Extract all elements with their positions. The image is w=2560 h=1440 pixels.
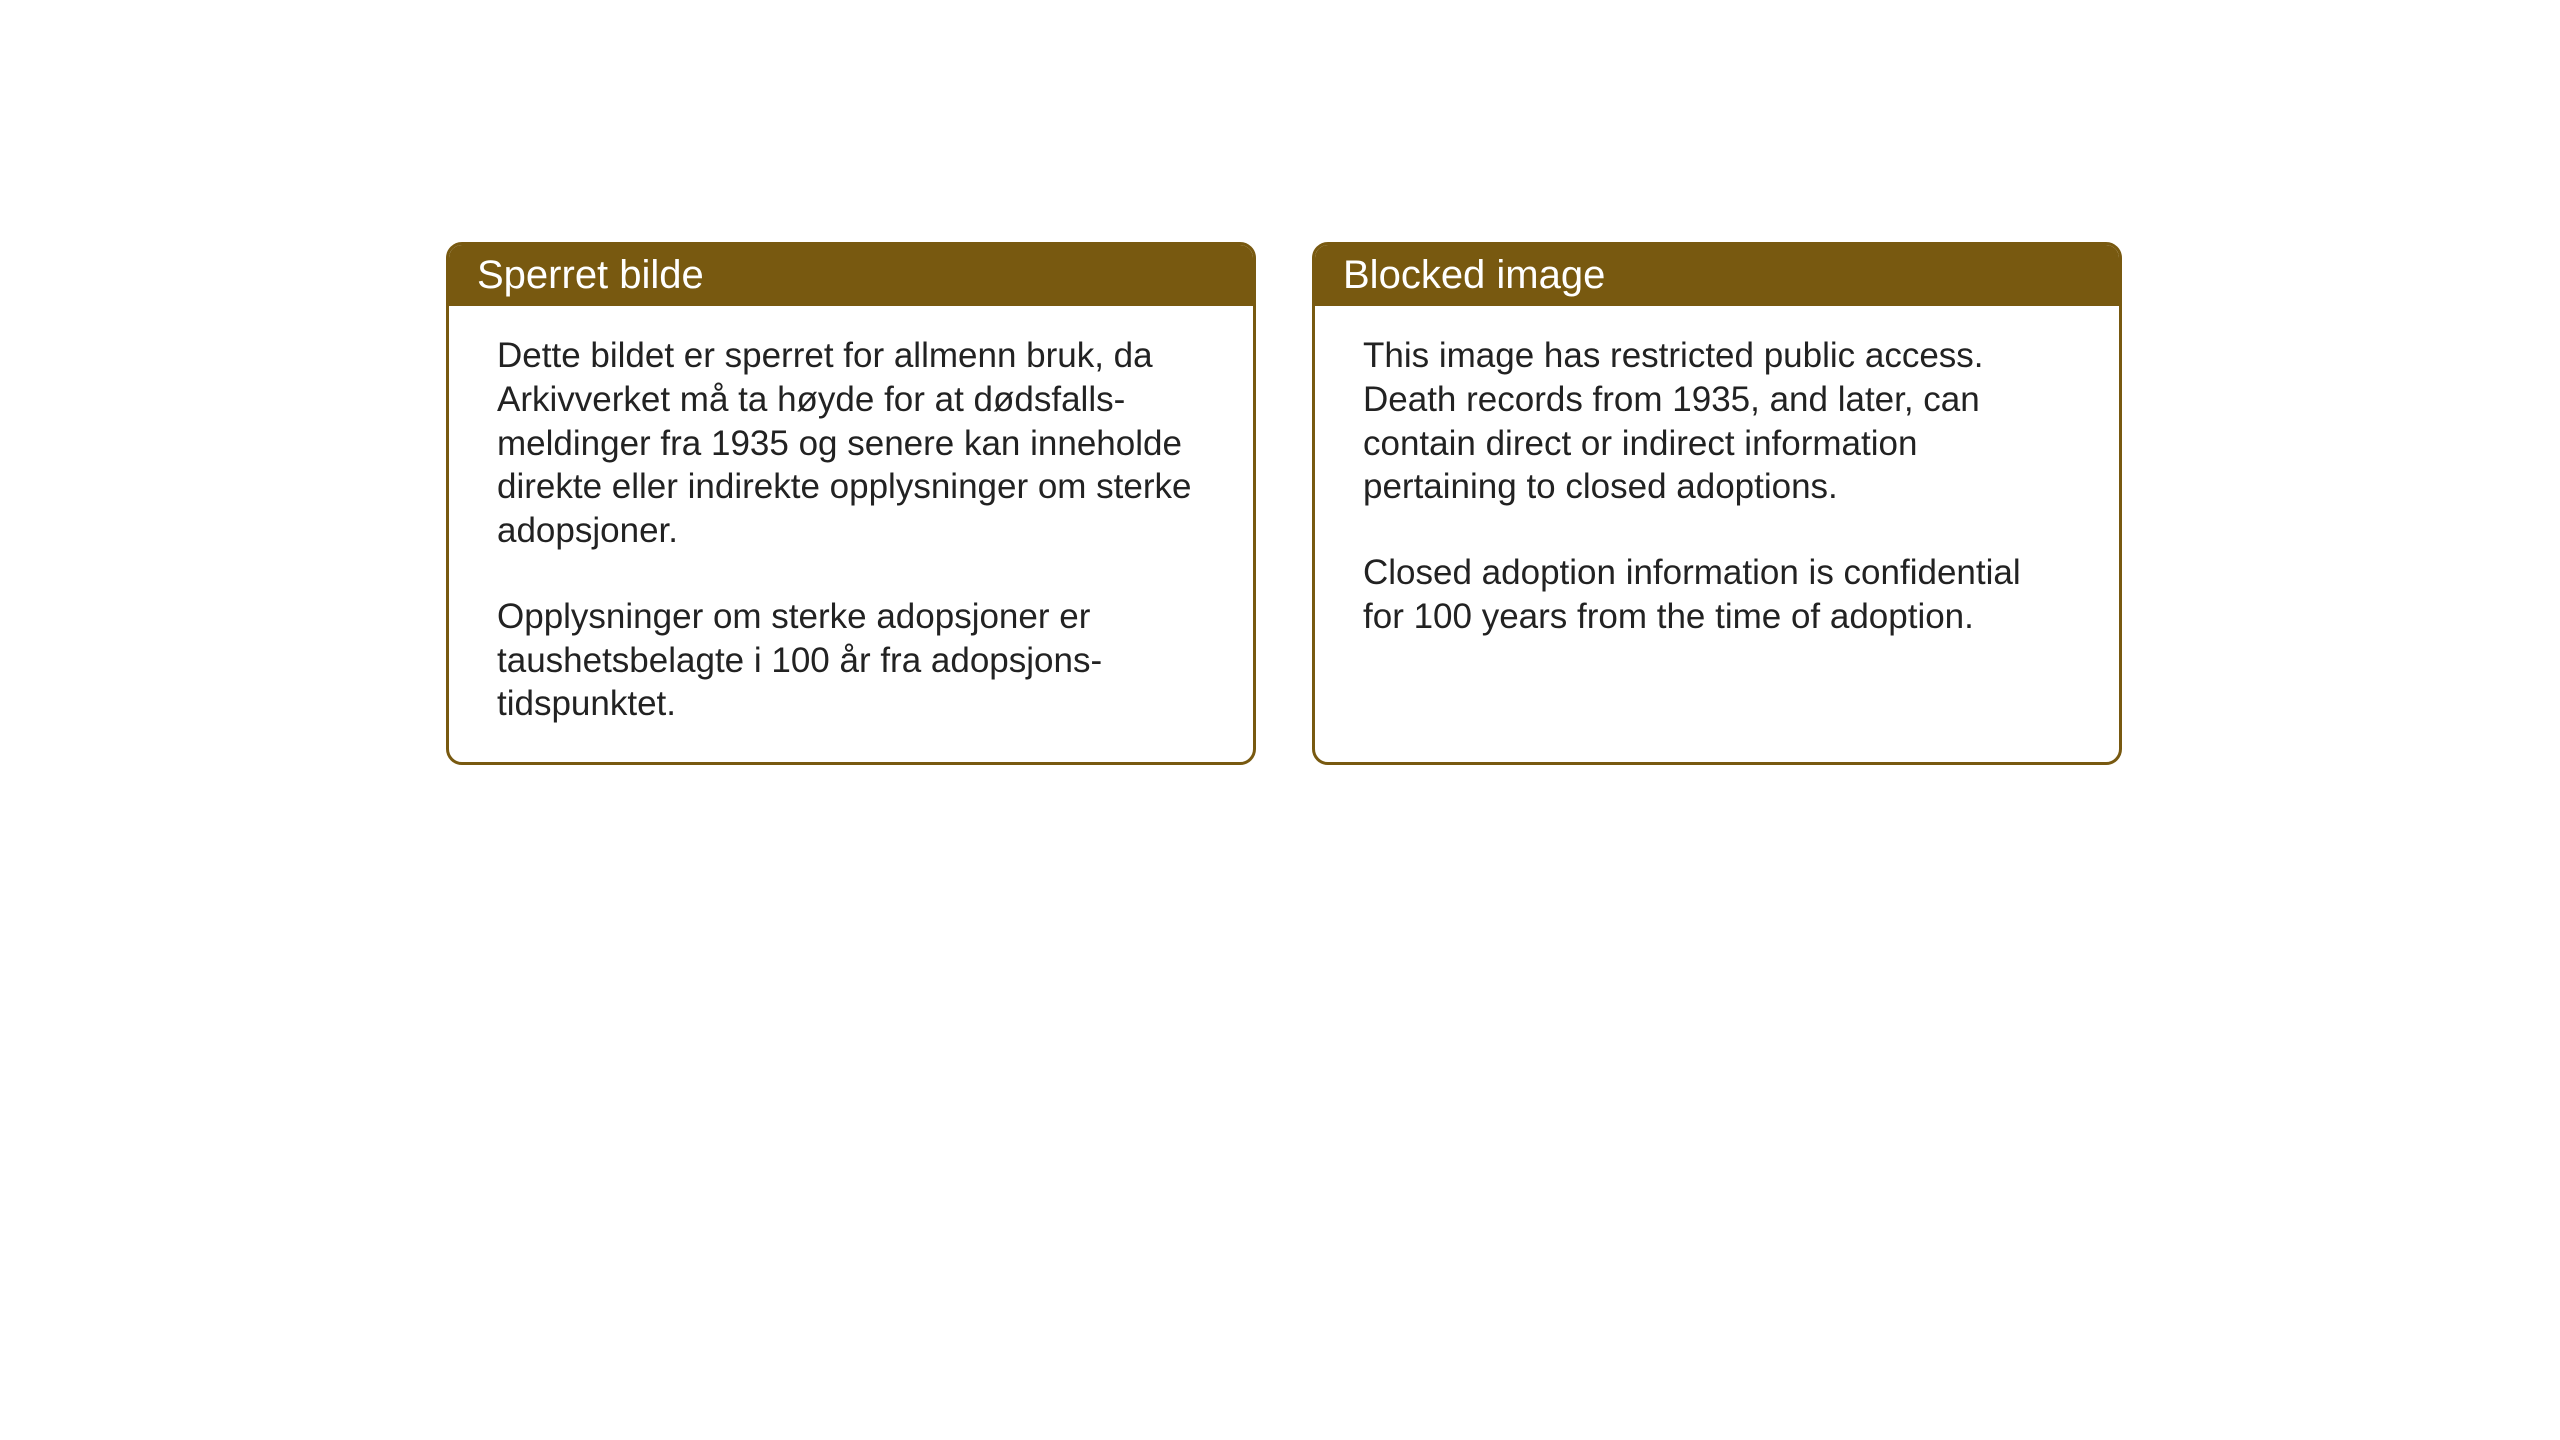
card-paragraph-1-norwegian: Dette bildet er sperret for allmenn bruk… — [497, 334, 1205, 553]
card-header-norwegian: Sperret bilde — [449, 245, 1253, 306]
card-title-english: Blocked image — [1343, 253, 1605, 297]
notice-container: Sperret bilde Dette bildet er sperret fo… — [446, 242, 2122, 765]
card-body-english: This image has restricted public access.… — [1315, 306, 2119, 726]
card-header-english: Blocked image — [1315, 245, 2119, 306]
card-paragraph-2-english: Closed adoption information is confident… — [1363, 551, 2071, 639]
notice-card-english: Blocked image This image has restricted … — [1312, 242, 2122, 765]
card-paragraph-1-english: This image has restricted public access.… — [1363, 334, 2071, 509]
card-body-norwegian: Dette bildet er sperret for allmenn bruk… — [449, 306, 1253, 762]
card-title-norwegian: Sperret bilde — [477, 253, 704, 297]
notice-card-norwegian: Sperret bilde Dette bildet er sperret fo… — [446, 242, 1256, 765]
card-paragraph-2-norwegian: Opplysninger om sterke adopsjoner er tau… — [497, 595, 1205, 726]
